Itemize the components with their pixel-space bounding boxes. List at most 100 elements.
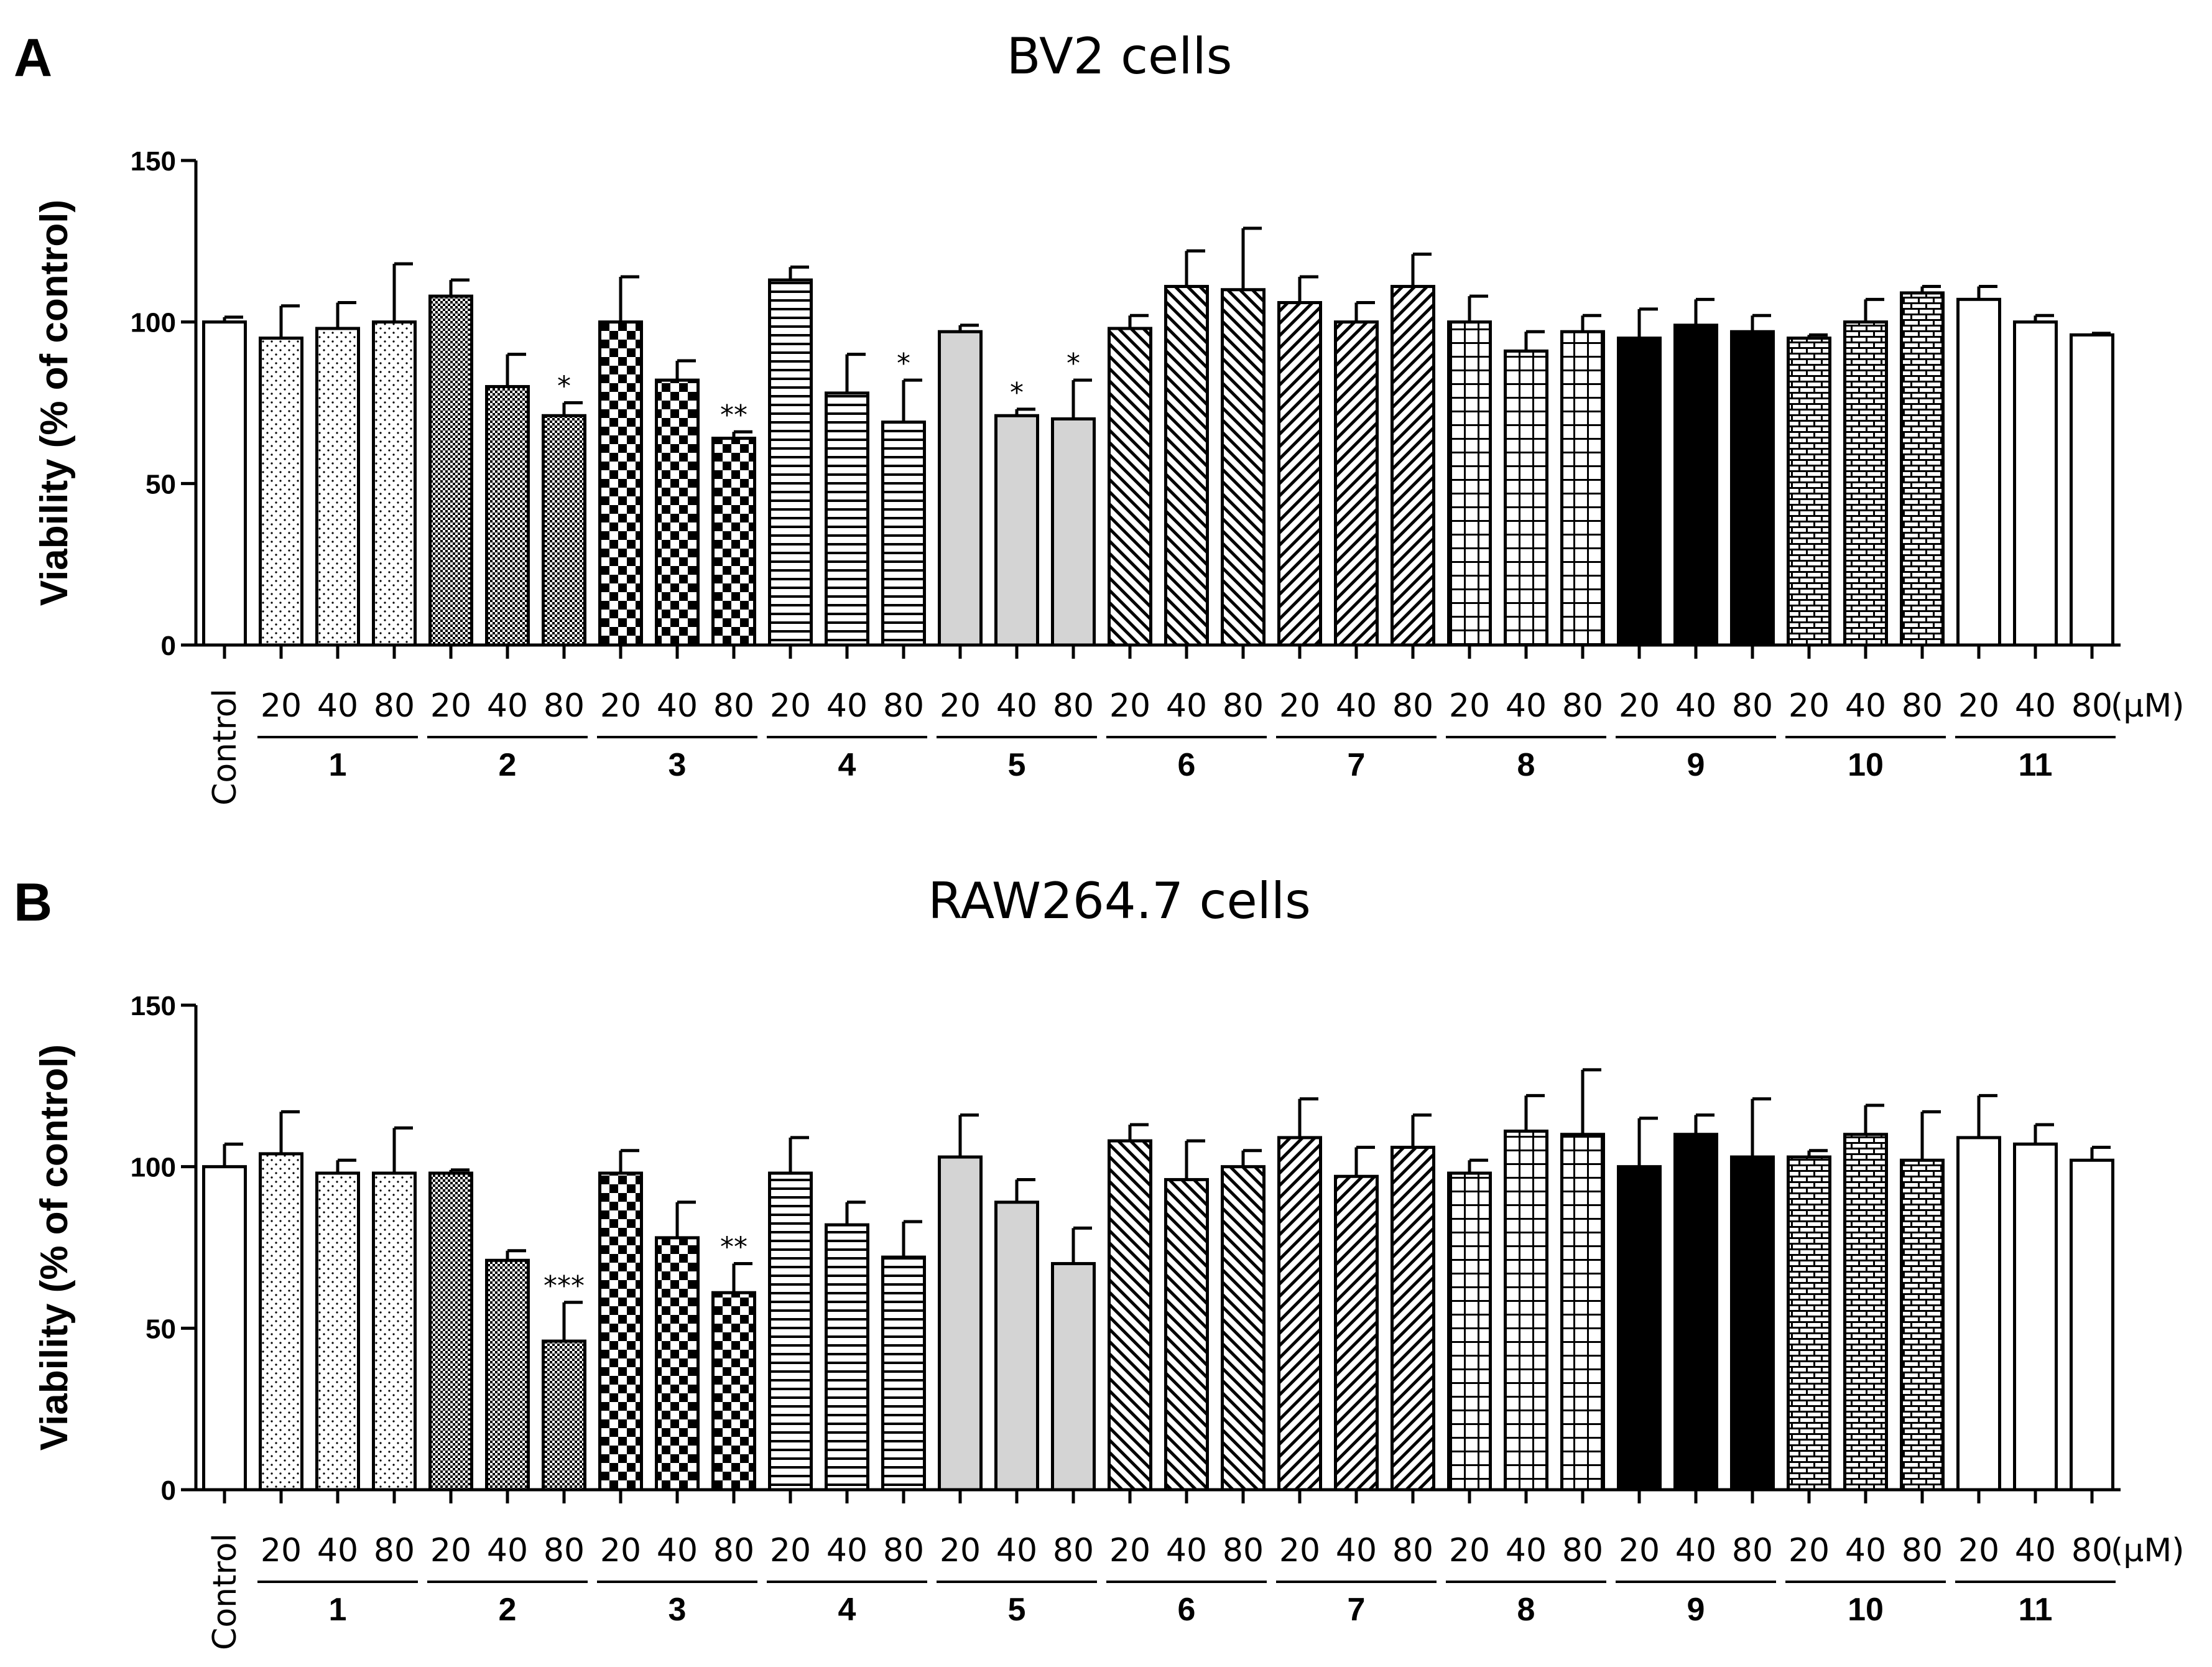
panel-a-compound-label-6: 6 <box>1178 747 1196 783</box>
panel-b-compound-label-7: 7 <box>1348 1592 1366 1628</box>
panel-b-compound-label-3: 3 <box>669 1592 687 1628</box>
panel-a-compound-label-3: 3 <box>669 747 687 783</box>
panel-a-compound-label-8: 8 <box>1517 747 1535 783</box>
panel-b-dose-label: 40 <box>1336 1532 1377 1569</box>
panel-a-chart: A BV2 cells Viability (% of control) 0 50 100… <box>14 27 2185 806</box>
panel-a-bar-compound-9-dose-80 <box>1730 330 1775 647</box>
panel-a-dose-label: 40 <box>1166 687 1207 725</box>
panel-a-bar-compound-10-dose-80 <box>1900 291 1945 647</box>
panel-b-dose-label: 40 <box>487 1532 528 1569</box>
panel-a-bar-compound-7-dose-40 <box>1334 320 1379 647</box>
panel-a-bar-compound-4-dose-20 <box>768 278 813 647</box>
panel-a-bar-compound-1-dose-20 <box>259 337 303 647</box>
panel-b-bar-compound-5-dose-80 <box>1051 1261 1096 1492</box>
panel-b-dose-label: 20 <box>600 1532 641 1569</box>
panel-b-dose-label: 20 <box>261 1532 302 1569</box>
panel-a-bar-compound-8-dose-20 <box>1447 320 1492 647</box>
panel-a-control-label: Control <box>206 689 244 806</box>
panel-b-y-tick-label: 0 <box>161 1475 176 1506</box>
panel-a-compound-label-11: 11 <box>2019 747 2053 783</box>
panel-a-bar-compound-11-dose-40 <box>2013 320 2058 647</box>
panel-b-dose-label: 40 <box>317 1532 358 1569</box>
panel-b-compound-label-6: 6 <box>1178 1592 1196 1628</box>
panel-b-dose-label: 80 <box>1732 1532 1773 1569</box>
panel-b-dose-label: 80 <box>1223 1532 1264 1569</box>
panel-a-bar-compound-3-dose-40 <box>655 378 700 647</box>
panel-b-dose-label: 40 <box>2015 1532 2056 1569</box>
panel-b-bar-compound-5-dose-20 <box>938 1155 983 1492</box>
panel-b-letter: B <box>14 873 52 932</box>
panel-a-bar-compound-6-dose-40 <box>1164 285 1209 647</box>
panel-b-bar-compound-4-dose-40 <box>825 1223 869 1492</box>
panel-b-bar-compound-1-dose-80 <box>372 1171 417 1492</box>
panel-b-dose-label: 20 <box>1109 1532 1150 1569</box>
panel-b-dose-label: 40 <box>1675 1532 1716 1569</box>
panel-a-bar-compound-5-dose-40 <box>994 414 1039 647</box>
panel-b-unit-label: (μM) <box>2111 1532 2185 1569</box>
panel-b-dose-label: 40 <box>1166 1532 1207 1569</box>
panel-a-bar-compound-7-dose-20 <box>1277 301 1322 647</box>
panel-a-dose-label: 80 <box>1562 687 1603 725</box>
panel-b-bar-compound-4-dose-80 <box>881 1255 926 1492</box>
panel-a-significance-marker: ** <box>720 399 747 431</box>
panel-a-bar-compound-11-dose-20 <box>1956 297 2001 647</box>
panel-a-compound-label-2: 2 <box>499 747 517 783</box>
panel-b-bar-compound-11-dose-20 <box>1956 1136 2001 1492</box>
panel-b-y-tick-label: 150 <box>131 991 176 1021</box>
panel-a-compound-label-5: 5 <box>1008 747 1026 783</box>
panel-b-bar-compound-10-dose-40 <box>1843 1133 1888 1492</box>
panel-b-dose-label: 80 <box>883 1532 924 1569</box>
panel-a-dose-label: 20 <box>1109 687 1150 725</box>
panel-a-dose-label: 80 <box>1732 687 1773 725</box>
panel-a-dose-label: 40 <box>826 687 868 725</box>
panel-a-compound-label-1: 1 <box>329 747 347 783</box>
panel-b-dose-label: 40 <box>657 1532 698 1569</box>
panel-b-bar-compound-7-dose-80 <box>1391 1146 1435 1492</box>
panel-a-dose-label: 20 <box>1789 687 1830 725</box>
panel-b-bar-compound-8-dose-40 <box>1504 1130 1548 1492</box>
panel-b-bar-compound-2-dose-20 <box>428 1171 473 1492</box>
panel-b-compound-label-11: 11 <box>2019 1592 2053 1628</box>
panel-b-title: RAW264.7 cells <box>928 872 1311 930</box>
panel-b-compound-label-4: 4 <box>838 1592 856 1628</box>
panel-a-bar-compound-10-dose-40 <box>1843 320 1888 647</box>
panel-b-dose-label: 40 <box>1506 1532 1547 1569</box>
panel-b-compound-label-5: 5 <box>1008 1592 1026 1628</box>
panel-b-dose-label: 20 <box>1449 1532 1490 1569</box>
panel-b-control-label: Control <box>206 1533 244 1650</box>
panel-a-dose-label: 80 <box>1902 687 1943 725</box>
panel-b-bar-compound-6-dose-40 <box>1164 1177 1209 1492</box>
panel-a-dose-label: 40 <box>2015 687 2056 725</box>
panel-a-y-tick-label: 100 <box>131 308 176 338</box>
panel-a-y-tick-label: 150 <box>131 146 176 177</box>
panel-b-bar-control <box>202 1165 247 1492</box>
panel-b-bar-compound-7-dose-40 <box>1334 1174 1379 1492</box>
panel-a-compound-label-9: 9 <box>1687 747 1705 783</box>
panel-b-dose-label: 20 <box>1789 1532 1830 1569</box>
panel-a-compound-label-7: 7 <box>1348 747 1366 783</box>
panel-a-bar-compound-11-dose-80 <box>2070 333 2114 647</box>
panel-b-compound-label-8: 8 <box>1517 1592 1535 1628</box>
panel-a-dose-label: 80 <box>1392 687 1433 725</box>
panel-b-bar-compound-9-dose-80 <box>1730 1155 1775 1492</box>
panel-a-bar-compound-2-dose-80 <box>542 414 586 647</box>
panel-a-dose-label: 20 <box>1279 687 1320 725</box>
panel-b-bar-compound-9-dose-20 <box>1617 1165 1662 1492</box>
panel-a-compound-label-4: 4 <box>838 747 856 783</box>
panel-b-bar-compound-3-dose-20 <box>598 1171 643 1492</box>
panel-a-bar-compound-9-dose-20 <box>1617 337 1662 647</box>
panel-b-compound-label-10: 10 <box>1848 1592 1884 1628</box>
panel-b-compound-label-2: 2 <box>499 1592 517 1628</box>
panel-a-bar-compound-9-dose-40 <box>1673 323 1718 647</box>
panel-a-bar-compound-3-dose-80 <box>711 437 756 647</box>
panel-b-bar-compound-6-dose-80 <box>1221 1165 1266 1492</box>
panel-a-bar-compound-8-dose-80 <box>1560 330 1605 647</box>
panel-a-compound-label-10: 10 <box>1848 747 1884 783</box>
panel-a-significance-marker: * <box>557 371 571 402</box>
panel-a-dose-label: 20 <box>1619 687 1660 725</box>
panel-b-bar-compound-2-dose-80 <box>542 1339 586 1492</box>
panel-b-dose-label: 80 <box>1562 1532 1603 1569</box>
panel-a-dose-label: 20 <box>600 687 641 725</box>
panel-b-dose-label: 20 <box>1279 1532 1320 1569</box>
panel-b-dose-label: 40 <box>826 1532 868 1569</box>
